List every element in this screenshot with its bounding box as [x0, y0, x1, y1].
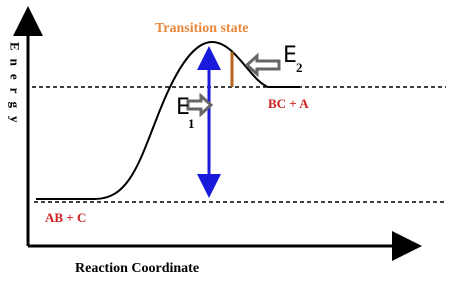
e1-symbol: E [176, 95, 190, 120]
reactants-label: AB + C [45, 210, 86, 225]
energy-curve [36, 40, 300, 200]
e2-pointer [244, 52, 281, 78]
y-axis-label: Energy [8, 42, 23, 130]
x-axis-label: Reaction Coordinate [75, 261, 199, 276]
e2-symbol: E [283, 43, 297, 68]
products-label: BC + A [268, 96, 309, 111]
transition-state-label: Transition state [155, 21, 248, 36]
e2-subscript: 2 [296, 60, 303, 75]
e1-subscript: 1 [188, 116, 195, 131]
e1-pointer [186, 92, 214, 118]
